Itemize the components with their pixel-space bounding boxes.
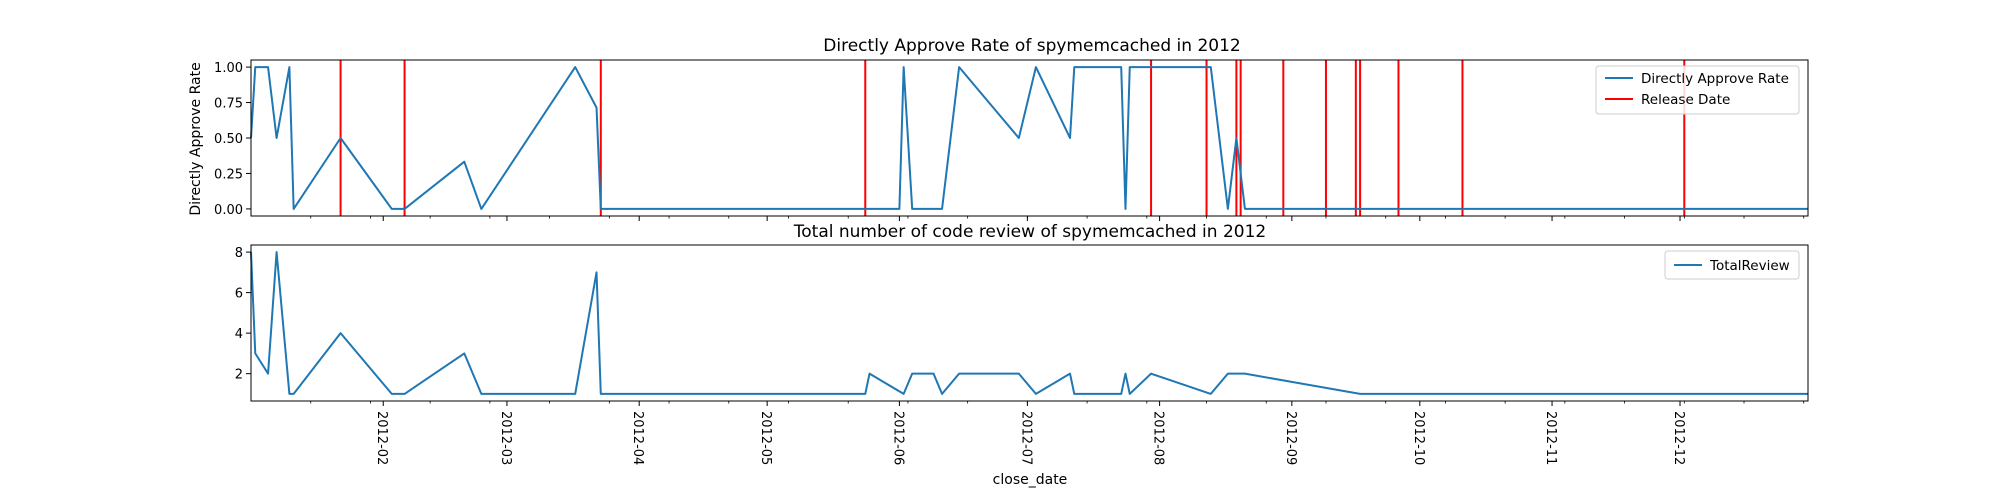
x-axis-label: close_date (993, 472, 1068, 488)
x-tick-label: 2012-06 (890, 411, 905, 465)
y-tick-label: 0.00 (214, 203, 243, 218)
y-tick-label: 0.75 (214, 97, 243, 112)
y-tick-label: 0.25 (214, 167, 243, 182)
legend-box (1595, 65, 1800, 115)
y-tick-label: 8 (235, 246, 243, 261)
y-tick-label: 6 (235, 287, 243, 302)
legend-label-release-date: Release Date (1641, 92, 1730, 108)
total-review-chart-title: Total number of code review of spymemcac… (793, 222, 1266, 242)
x-tick-label: 2012-05 (758, 411, 773, 465)
x-tick-label: 2012-11 (1543, 411, 1558, 465)
x-tick-label: 2012-08 (1151, 411, 1166, 465)
approve-rate-plot-frame (250, 59, 1809, 217)
release-date-lines (339, 60, 1686, 216)
series-line (250, 251, 1808, 395)
x-tick-label: 2012-02 (374, 411, 389, 465)
x-tick-label: 2012-10 (1411, 411, 1426, 465)
total-review-legend: TotalReview (1664, 250, 1800, 280)
x-tick-label: 2012-03 (498, 411, 513, 465)
approve-rate-legend: Directly Approve Rate Release Date (1595, 65, 1800, 115)
y-tick-label: 0.50 (214, 132, 243, 147)
legend-box (1664, 250, 1800, 280)
approve-rate-chart-title: Directly Approve Rate of spymemcached in… (823, 36, 1240, 56)
x-tick-label: 2012-12 (1671, 411, 1686, 465)
x-tick-label: 2012-07 (1018, 411, 1033, 465)
x-tick-label: 2012-04 (630, 411, 645, 465)
approve-rate-y-axis-label: Directly Approve Rate (188, 62, 204, 215)
legend-label-total-review: TotalReview (1709, 258, 1790, 274)
y-tick-label: 2 (235, 368, 243, 383)
y-tick-label: 4 (235, 327, 243, 342)
approve-rate-subplot: Directly Approve Rate of spymemcached in… (188, 36, 1809, 221)
legend-label-approve-rate: Directly Approve Rate (1641, 71, 1789, 87)
total-review-subplot: Total number of code review of spymemcac… (235, 222, 1809, 488)
total-review-plot-frame (250, 244, 1809, 402)
series-line (250, 66, 1808, 210)
x-tick-label: 2012-09 (1283, 411, 1298, 465)
y-tick-label: 1.00 (214, 61, 243, 76)
